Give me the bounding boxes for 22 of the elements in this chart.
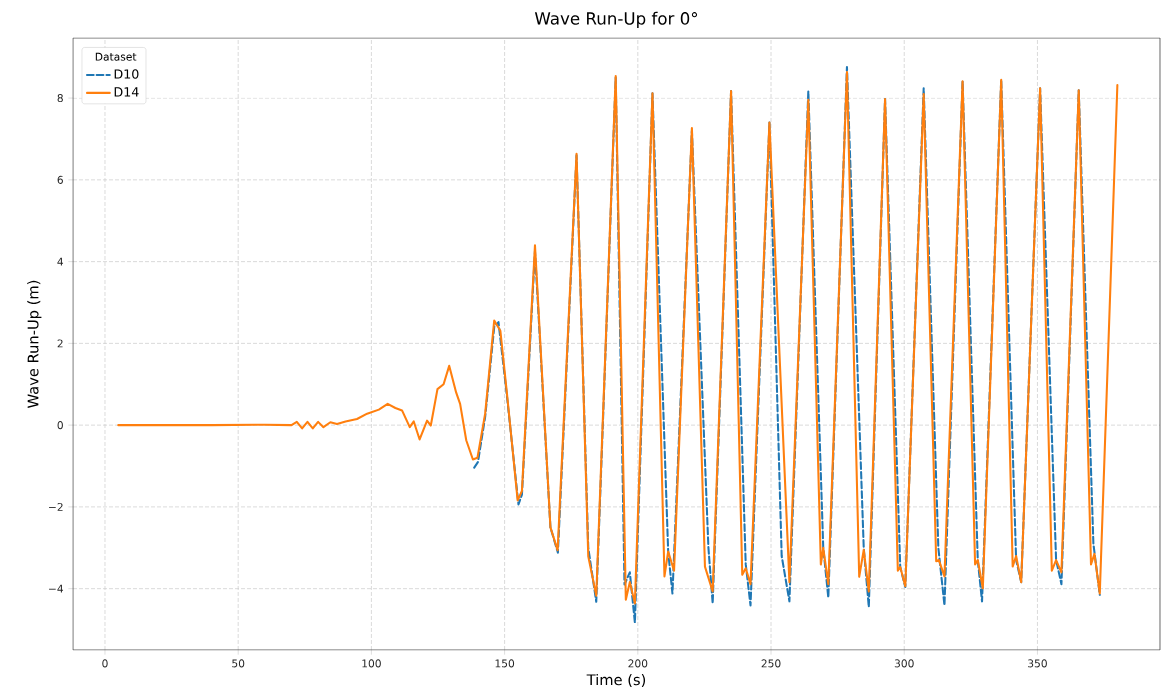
- x-tick-label: 150: [495, 659, 515, 668]
- legend-title: Dataset: [95, 52, 137, 61]
- x-tick-label: 300: [894, 659, 914, 668]
- x-tick-label: 100: [362, 659, 381, 668]
- y-tick-label: 4: [57, 257, 64, 266]
- x-tick-label: 250: [761, 659, 781, 668]
- y-tick-label: 2: [57, 339, 63, 348]
- x-tick-label: 0: [102, 659, 108, 668]
- x-tick-label: 350: [1028, 659, 1047, 668]
- legend-label: D14: [114, 87, 139, 97]
- y-tick-label: 6: [57, 175, 63, 184]
- line-series: [473, 65, 1101, 624]
- y-tick-label: −2: [49, 502, 63, 511]
- y-tick-label: 0: [57, 421, 63, 430]
- x-tick-label: 200: [628, 659, 648, 668]
- y-tick-label: 8: [57, 94, 63, 103]
- x-axis-title: Time (s): [586, 673, 646, 687]
- x-tick-label: 50: [232, 659, 245, 668]
- chart-title: Wave Run-Up for 0°: [534, 11, 698, 28]
- y-tick-label: −4: [49, 584, 64, 593]
- legend-label: D10: [114, 69, 139, 79]
- y-axis-title: Wave Run-Up (m): [27, 280, 42, 408]
